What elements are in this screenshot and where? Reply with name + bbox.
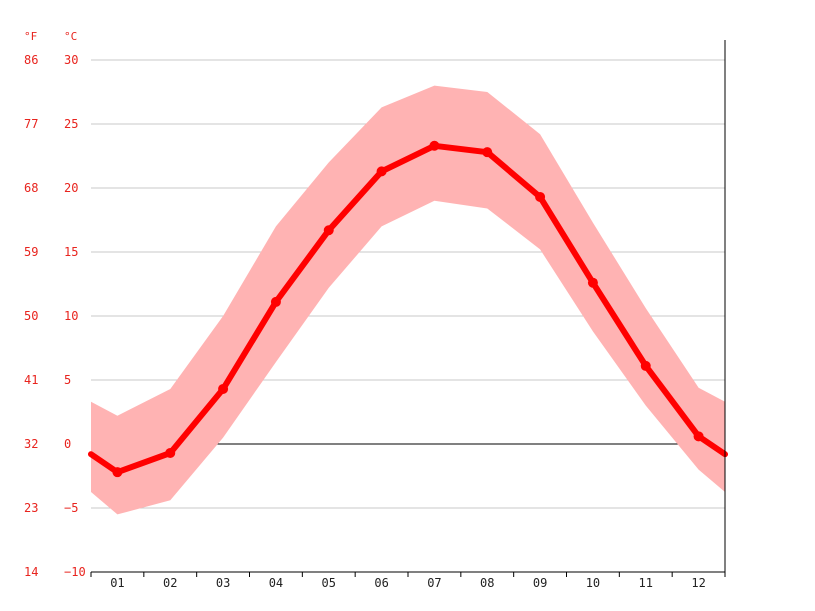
x-tick-label: 07 xyxy=(427,576,441,590)
x-tick-label: 08 xyxy=(480,576,494,590)
x-tick-label: 01 xyxy=(110,576,124,590)
y-tick-label-c: 25 xyxy=(64,117,78,131)
y-tick-label-f: 68 xyxy=(24,181,38,195)
y-tick-label-f: 41 xyxy=(24,373,38,387)
y-tick-label-f: 59 xyxy=(24,245,38,259)
x-tick-label: 05 xyxy=(322,576,336,590)
x-tick-label: 02 xyxy=(163,576,177,590)
y-tick-label-f: 50 xyxy=(24,309,38,323)
y-tick-label-f: 32 xyxy=(24,437,38,451)
average-data-point xyxy=(218,383,229,394)
average-data-point xyxy=(376,166,387,177)
average-data-point xyxy=(112,467,123,478)
y-tick-label-f: 86 xyxy=(24,53,38,67)
y-tick-label-f: 77 xyxy=(24,117,38,131)
y-tick-label-c: 15 xyxy=(64,245,78,259)
range-band-area xyxy=(91,85,725,515)
average-data-point xyxy=(587,277,598,288)
fahrenheit-unit-label: °F xyxy=(24,30,37,43)
y-tick-label-f: 23 xyxy=(24,501,38,515)
axes xyxy=(90,40,726,577)
x-tick-label: 09 xyxy=(533,576,547,590)
average-data-point xyxy=(482,147,493,158)
y-tick-label-c: 0 xyxy=(64,437,71,451)
axis-labels: 86 30 77 25 68 20 59 15 50 10 41 5 32 0 23 −5 14 −10 01 02 0… xyxy=(24,53,706,590)
celsius-unit-label: °C xyxy=(64,30,77,43)
temperature-range-band xyxy=(91,85,725,515)
average-data-point xyxy=(640,360,651,371)
x-tick-label: 11 xyxy=(639,576,653,590)
average-temperature-line xyxy=(88,140,728,478)
x-tick-label: 10 xyxy=(586,576,600,590)
y-tick-label-c: −10 xyxy=(64,565,86,579)
y-tick-label-f: 14 xyxy=(24,565,38,579)
average-data-point xyxy=(535,191,546,202)
average-data-point xyxy=(693,431,704,442)
average-data-point xyxy=(323,225,334,236)
y-tick-label-c: 20 xyxy=(64,181,78,195)
average-data-point xyxy=(165,447,176,458)
average-data-point xyxy=(429,140,440,151)
average-line-path xyxy=(88,142,728,476)
y-tick-label-c: 30 xyxy=(64,53,78,67)
y-tick-label-c: 5 xyxy=(64,373,71,387)
x-tick-label: 06 xyxy=(374,576,388,590)
y-tick-label-c: 10 xyxy=(64,309,78,323)
x-tick-label: 04 xyxy=(269,576,283,590)
x-tick-label: 12 xyxy=(691,576,705,590)
average-data-point xyxy=(270,296,281,307)
x-tick-label: 03 xyxy=(216,576,230,590)
y-tick-label-c: −5 xyxy=(64,501,78,515)
